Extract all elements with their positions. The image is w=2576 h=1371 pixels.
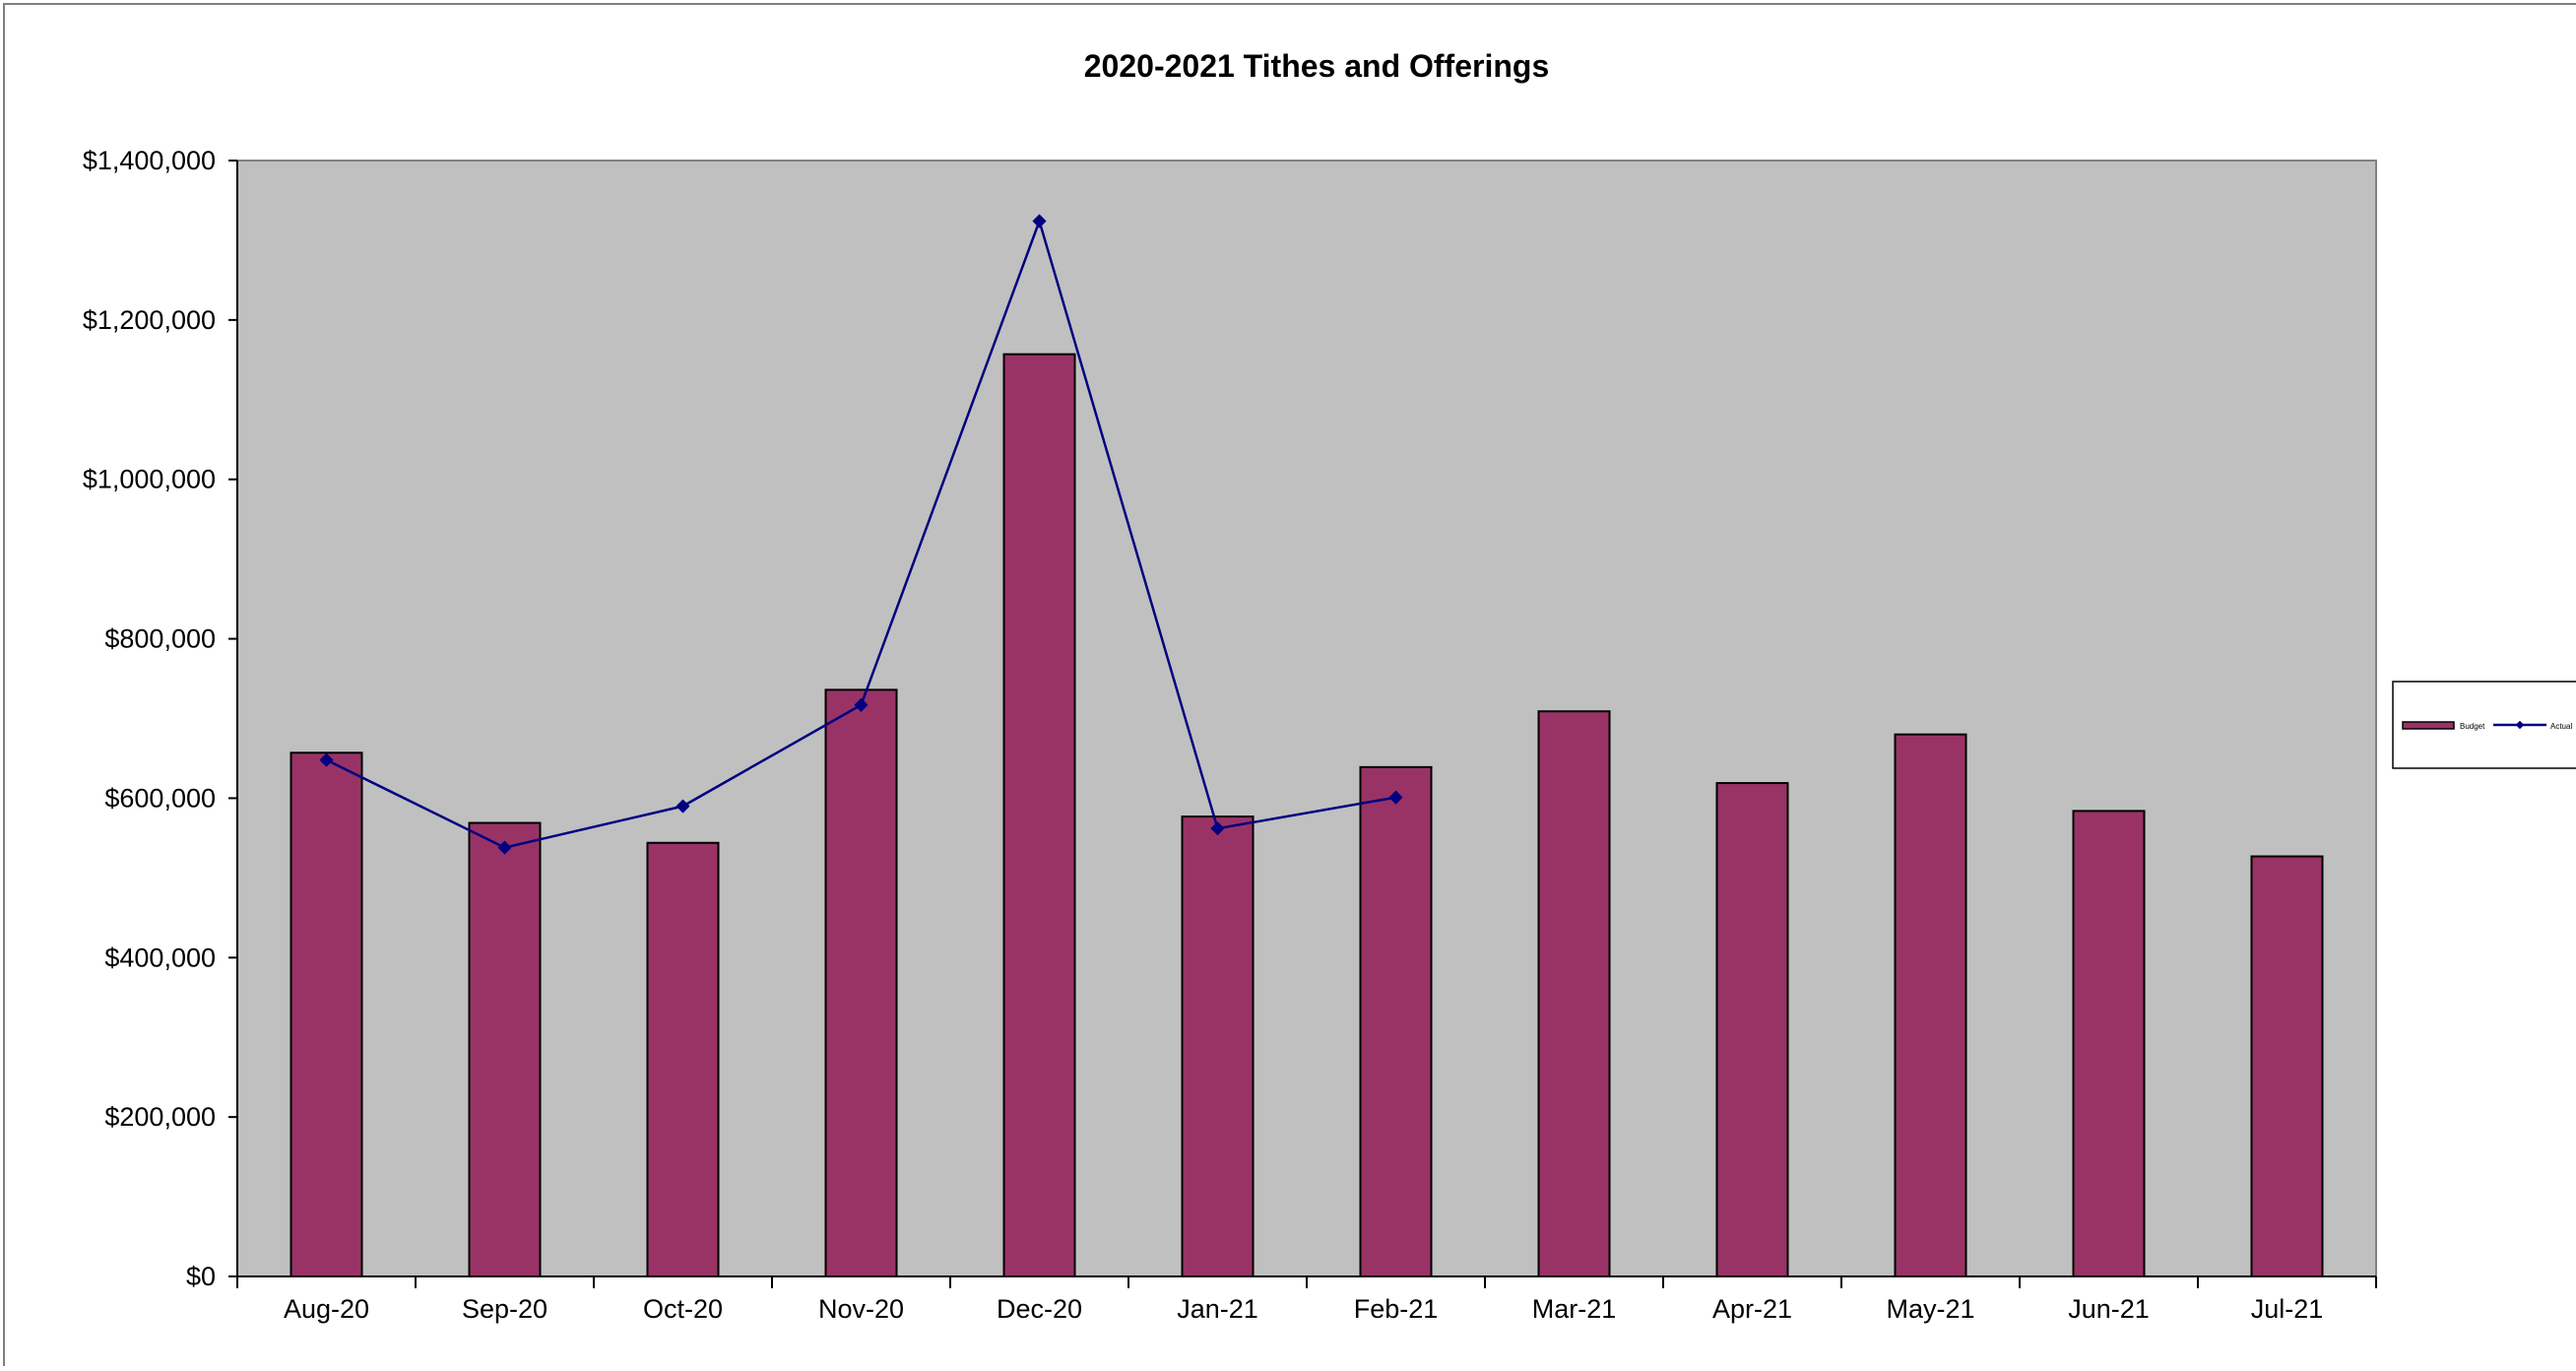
budget-bar — [1359, 765, 1433, 1277]
legend-label-actual: Actual — [2550, 722, 2572, 731]
x-axis: Aug-20 Sep-20 Oct-20 Nov-20 Dec-20 Jan-21 Feb-… — [236, 1275, 2377, 1324]
y-tick-label: $200,000 — [104, 1102, 216, 1132]
actual-point — [497, 840, 512, 855]
x-tick-label: Jul-21 — [2251, 1294, 2324, 1324]
x-tick-label: Oct-20 — [643, 1294, 723, 1324]
x-tick-label: May-21 — [1886, 1294, 1974, 1324]
budget-bar — [1537, 710, 1611, 1277]
budget-bar — [1002, 353, 1076, 1277]
x-tick-label: Jun-21 — [2068, 1294, 2150, 1324]
actual-line — [319, 214, 1403, 855]
x-tick-label: Feb-21 — [1354, 1294, 1439, 1324]
x-tick-label: Aug-20 — [284, 1294, 369, 1324]
budget-bar — [1715, 782, 1789, 1277]
budget-bar — [290, 751, 363, 1277]
actual-point — [1032, 214, 1047, 228]
y-tick-label: $0 — [186, 1262, 216, 1291]
budget-bars — [290, 353, 2324, 1278]
actual-point — [676, 799, 690, 814]
budget-bar — [1181, 816, 1255, 1277]
x-tick-label: Sep-20 — [462, 1294, 547, 1324]
budget-bar — [824, 688, 898, 1277]
actual-point — [1388, 790, 1403, 805]
y-tick-label: $1,200,000 — [83, 305, 216, 335]
x-tick-label: Dec-20 — [997, 1294, 1082, 1324]
budget-bar — [646, 841, 720, 1278]
chart-title: 2020-2021 Tithes and Offerings — [1084, 48, 1549, 84]
x-tick-label: Mar-21 — [1532, 1294, 1617, 1324]
legend-marker-actual — [2515, 720, 2525, 730]
y-tick-label: $1,000,000 — [83, 465, 216, 494]
actual-point — [854, 697, 869, 712]
budget-bar — [1894, 733, 1967, 1277]
y-tick-label: $400,000 — [104, 943, 216, 972]
legend: Budget Actual — [2392, 681, 2576, 769]
budget-bar — [468, 821, 542, 1277]
y-tick-label: $600,000 — [104, 783, 216, 813]
plot-area — [236, 160, 2377, 1277]
budget-bar — [2072, 810, 2146, 1277]
legend-swatch-budget — [2402, 721, 2455, 730]
y-tick-label: $1,400,000 — [83, 146, 216, 175]
y-axis: $0 $200,000 $400,000 $600,000 $800,000 $1,000… — [83, 146, 238, 1291]
x-tick-label: Nov-20 — [818, 1294, 904, 1324]
legend-label-budget: Budget — [2460, 722, 2485, 731]
y-tick-label: $800,000 — [104, 624, 216, 654]
actual-point — [319, 752, 334, 767]
x-tick-label: Jan-21 — [1177, 1294, 1258, 1324]
x-tick-label: Apr-21 — [1712, 1294, 1792, 1324]
budget-bar — [2250, 855, 2324, 1277]
actual-point — [1210, 821, 1225, 836]
